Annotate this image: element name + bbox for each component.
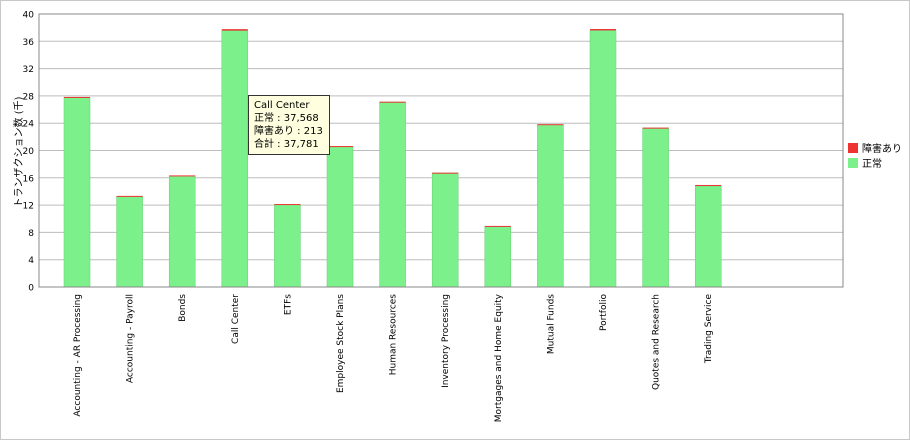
- axes: [38, 13, 844, 288]
- bar-normal[interactable]: [116, 195, 143, 288]
- x-tick-label: Quotes and Research: [652, 294, 662, 390]
- x-tick-label: Mutual Funds: [546, 294, 556, 354]
- bar-faulty[interactable]: [274, 204, 301, 206]
- x-tick-label: ETFs: [283, 294, 293, 315]
- bar-faulty[interactable]: [327, 146, 353, 148]
- legend-item: 正常: [848, 155, 902, 170]
- bar-faulty[interactable]: [116, 195, 143, 197]
- bar-normal[interactable]: [642, 127, 669, 288]
- bar-faulty[interactable]: [221, 29, 248, 31]
- bar-normal[interactable]: [431, 172, 459, 288]
- bar-faulty[interactable]: [379, 101, 406, 103]
- bar-normal[interactable]: [274, 204, 301, 288]
- x-tick-label: Employee Stock Plans: [336, 294, 346, 393]
- x-tick-label: Human Resources: [389, 294, 399, 376]
- legend-swatch-faulty: [848, 142, 858, 153]
- bar-normal[interactable]: [221, 30, 249, 288]
- bar-normal[interactable]: [694, 185, 722, 288]
- y-tick-labels: 0 4 8 12 16 20 24 28 32 36 40: [23, 11, 35, 294]
- y-tick-label: 36: [23, 38, 35, 48]
- x-tick-label: Accounting - AR Processing: [73, 294, 83, 417]
- bars: [63, 29, 722, 288]
- legend-label: 障害あり: [862, 144, 902, 155]
- x-tick-label: Portfolio: [599, 294, 609, 332]
- x-tick-label: Mortgages and Home Equity: [494, 293, 504, 422]
- bar-faulty[interactable]: [484, 225, 511, 227]
- tooltip-line: 合計 : 37,781: [254, 139, 319, 150]
- x-tick-label: Call Center: [231, 294, 241, 344]
- y-tick-label: 8: [28, 229, 34, 239]
- tooltip-line: 正常 : 37,568: [254, 113, 319, 124]
- legend-swatch-normal: [848, 157, 858, 168]
- x-tick-label: Trading Service: [704, 294, 714, 365]
- bar-normal[interactable]: [379, 101, 406, 288]
- bar-normal[interactable]: [326, 146, 354, 288]
- x-tick-labels: Accounting - AR Processing Accounting - P…: [73, 293, 714, 422]
- bar-normal[interactable]: [484, 226, 512, 288]
- bar-normal[interactable]: [63, 97, 91, 288]
- plot-area-border: [38, 13, 844, 288]
- y-axis-label: トランザクション数 (千): [12, 96, 25, 207]
- bar-normal[interactable]: [168, 175, 196, 288]
- bar-faulty[interactable]: [642, 127, 669, 129]
- bar-faulty[interactable]: [537, 124, 564, 126]
- bar-faulty[interactable]: [432, 172, 459, 174]
- legend-label: 正常: [862, 159, 882, 170]
- tooltip-line: 障害あり : 213: [254, 126, 323, 137]
- y-tick-label: 4: [28, 256, 34, 266]
- bar-tooltip: Call Center 正常 : 37,568 障害あり : 213 合計 : …: [248, 95, 330, 155]
- tooltip-title: Call Center: [254, 100, 310, 111]
- bar-normal[interactable]: [589, 30, 617, 288]
- bar-faulty[interactable]: [169, 175, 196, 177]
- bar-faulty[interactable]: [590, 29, 616, 31]
- y-tick-label: 0: [28, 284, 34, 294]
- y-tick-label: 24: [23, 120, 35, 130]
- y-tick-label: 40: [23, 11, 35, 21]
- bar-faulty[interactable]: [695, 184, 722, 186]
- y-tick-label: 12: [23, 202, 34, 212]
- bar-normal[interactable]: [537, 124, 564, 288]
- x-tick-label: Bonds: [178, 294, 188, 322]
- y-tick-label: 20: [23, 147, 35, 157]
- bar-faulty[interactable]: [64, 96, 90, 98]
- y-tick-label: 28: [23, 92, 35, 102]
- y-tick-label: 32: [23, 65, 34, 75]
- legend: 障害あり 正常: [848, 140, 902, 170]
- x-tick-label: Accounting - Payroll: [126, 294, 136, 383]
- x-tick-label: Inventory Processing: [441, 294, 451, 388]
- y-tick-label: 16: [23, 174, 35, 184]
- legend-item: 障害あり: [848, 140, 902, 155]
